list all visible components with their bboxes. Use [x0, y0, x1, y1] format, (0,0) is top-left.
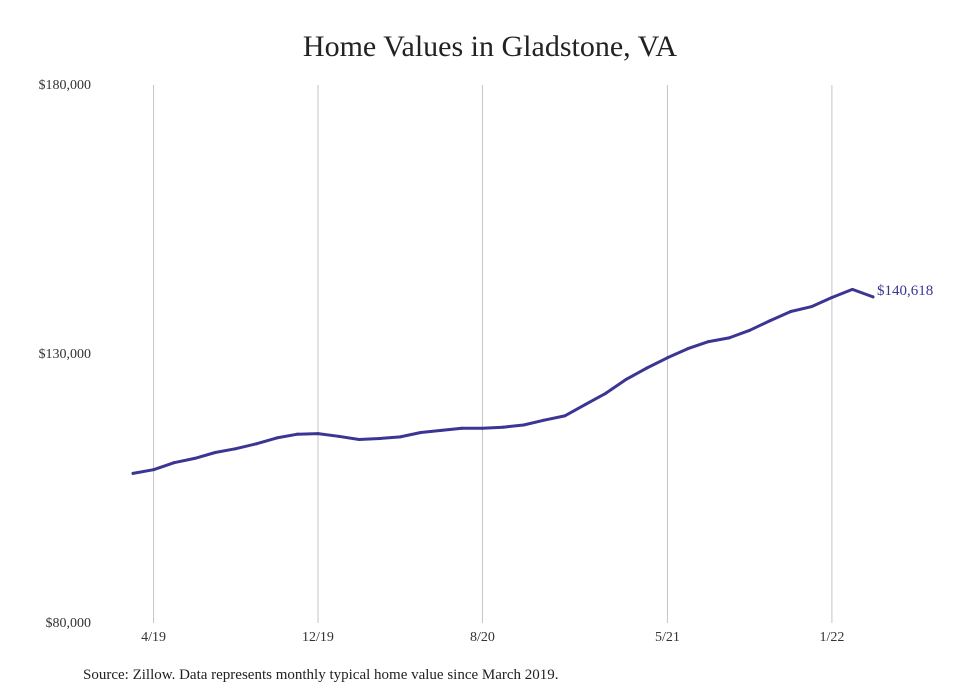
data-point	[480, 426, 484, 430]
chart-title: Home Values in Gladstone, VA	[302, 30, 678, 63]
data-point	[563, 414, 567, 418]
end-value-label: $140,618	[877, 283, 933, 299]
data-point	[398, 435, 402, 439]
data-point	[871, 295, 875, 299]
data-point	[131, 471, 135, 475]
data-point	[686, 347, 690, 351]
x-axis-ticks: 4/19 12/19 8/20 5/21 1/22	[141, 630, 844, 645]
x-tick-label: 5/21	[655, 630, 680, 645]
x-tick-label: 1/22	[819, 630, 844, 645]
x-tick-label: 12/19	[302, 630, 334, 645]
data-point	[665, 356, 669, 360]
data-point	[522, 423, 526, 427]
data-point	[316, 432, 320, 436]
data-point	[357, 438, 361, 442]
data-point	[809, 305, 813, 309]
data-point	[707, 340, 711, 344]
data-point	[234, 447, 238, 451]
data-point	[460, 426, 464, 430]
x-tick-label: 4/19	[141, 630, 166, 645]
data-point	[295, 432, 299, 436]
data-point	[789, 309, 793, 313]
data-point	[542, 418, 546, 422]
data-labels: $140,618	[877, 283, 933, 299]
y-tick-label: $80,000	[46, 616, 92, 631]
data-point	[583, 403, 587, 407]
data-point	[275, 436, 279, 440]
data-point	[604, 391, 608, 395]
data-point	[830, 296, 834, 300]
data-point	[439, 428, 443, 432]
gridlines	[153, 85, 833, 623]
data-point	[850, 287, 854, 291]
y-tick-label: $130,000	[39, 347, 92, 362]
data-point	[768, 319, 772, 323]
y-axis-ticks: $180,000 $130,000 $80,000	[39, 78, 92, 631]
series-layer	[131, 287, 875, 475]
series-line-0	[131, 287, 875, 475]
data-point	[378, 436, 382, 440]
data-point	[213, 450, 217, 454]
data-point	[624, 377, 628, 381]
data-point	[152, 468, 156, 472]
data-point	[419, 431, 423, 435]
data-point	[501, 425, 505, 429]
data-point	[727, 336, 731, 340]
data-point	[193, 456, 197, 460]
data-point	[645, 366, 649, 370]
source-note: Source: Zillow. Data represents monthly …	[83, 667, 559, 683]
x-tick-label: 8/20	[470, 630, 495, 645]
data-point	[254, 442, 258, 446]
data-point	[748, 328, 752, 332]
y-tick-label: $180,000	[39, 78, 92, 93]
data-point	[172, 461, 176, 465]
data-point	[337, 434, 341, 438]
